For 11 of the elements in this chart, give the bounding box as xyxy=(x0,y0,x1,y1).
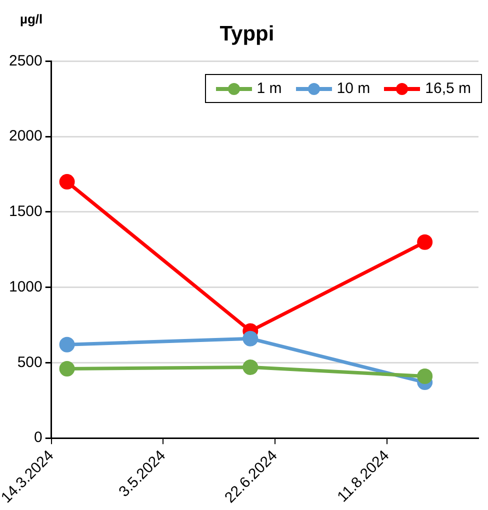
chart-title: Typpi xyxy=(220,22,274,46)
y-tick-label: 1000 xyxy=(8,278,42,296)
legend-label: 1 m xyxy=(256,80,282,97)
y-tick-label: 2500 xyxy=(8,52,42,70)
y-tick-label: 500 xyxy=(17,354,42,371)
y-axis-title: µg/l xyxy=(20,12,43,27)
legend-label: 16,5 m xyxy=(425,80,471,97)
y-tick-label: 2000 xyxy=(8,128,42,145)
y-tick-label: 0 xyxy=(34,429,42,446)
legend-label: 10 m xyxy=(336,80,370,97)
y-tick-label: 1500 xyxy=(8,203,42,220)
